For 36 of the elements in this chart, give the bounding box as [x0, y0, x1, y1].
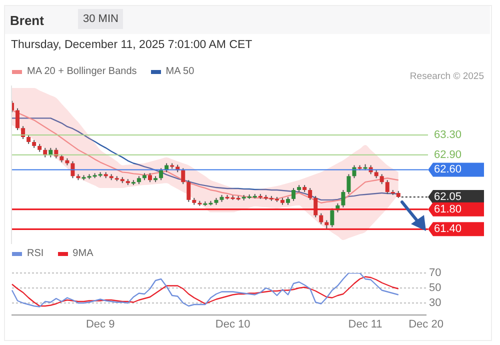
chart-title: Brent	[10, 13, 44, 28]
ref-line-label: 62.60	[434, 164, 462, 176]
candlestick	[330, 208, 334, 228]
y-tick-label: 50	[429, 282, 442, 294]
candlestick	[352, 164, 356, 179]
text: 30 MIN	[78, 9, 124, 29]
y-tick-label: 30	[429, 297, 442, 310]
x-tick-label: Dec 11	[348, 318, 382, 331]
y-tick-label: 70	[429, 267, 442, 280]
candlestick	[341, 190, 346, 208]
candlestick	[159, 168, 164, 181]
legend-label: MA 50	[166, 66, 194, 77]
ref-line-label: 61.40	[434, 223, 462, 236]
candlestick	[292, 188, 296, 202]
ref-line-label: 61.80	[434, 203, 462, 216]
candlestick	[308, 188, 312, 200]
x-tick-label: Dec 9	[86, 318, 115, 331]
chart-subtitle: Thursday, December 11, 2025 7:01:00 AM CET	[11, 39, 252, 51]
candlestick	[319, 212, 324, 225]
ref-line-label: 63.30	[434, 129, 462, 142]
candlestick	[314, 195, 318, 218]
x-tick-label: Dec 10	[215, 318, 250, 331]
legend-label: MA 20 + Bollinger Bands	[27, 66, 137, 77]
legend-label: 9MA	[72, 248, 94, 259]
candlestick	[16, 108, 20, 131]
candlestick	[346, 174, 351, 194]
candlestick	[181, 168, 186, 185]
candlestick	[380, 174, 384, 185]
candlestick	[385, 180, 390, 194]
legend-label: RSI	[27, 248, 44, 259]
text: Research © 2025	[410, 71, 484, 82]
ref-line-label: 62.90	[434, 148, 462, 161]
ref-line-label: 62.05	[434, 190, 462, 203]
candlestick	[186, 180, 191, 202]
candlestick	[21, 126, 26, 140]
x-tick-label: Dec 20	[408, 318, 444, 331]
